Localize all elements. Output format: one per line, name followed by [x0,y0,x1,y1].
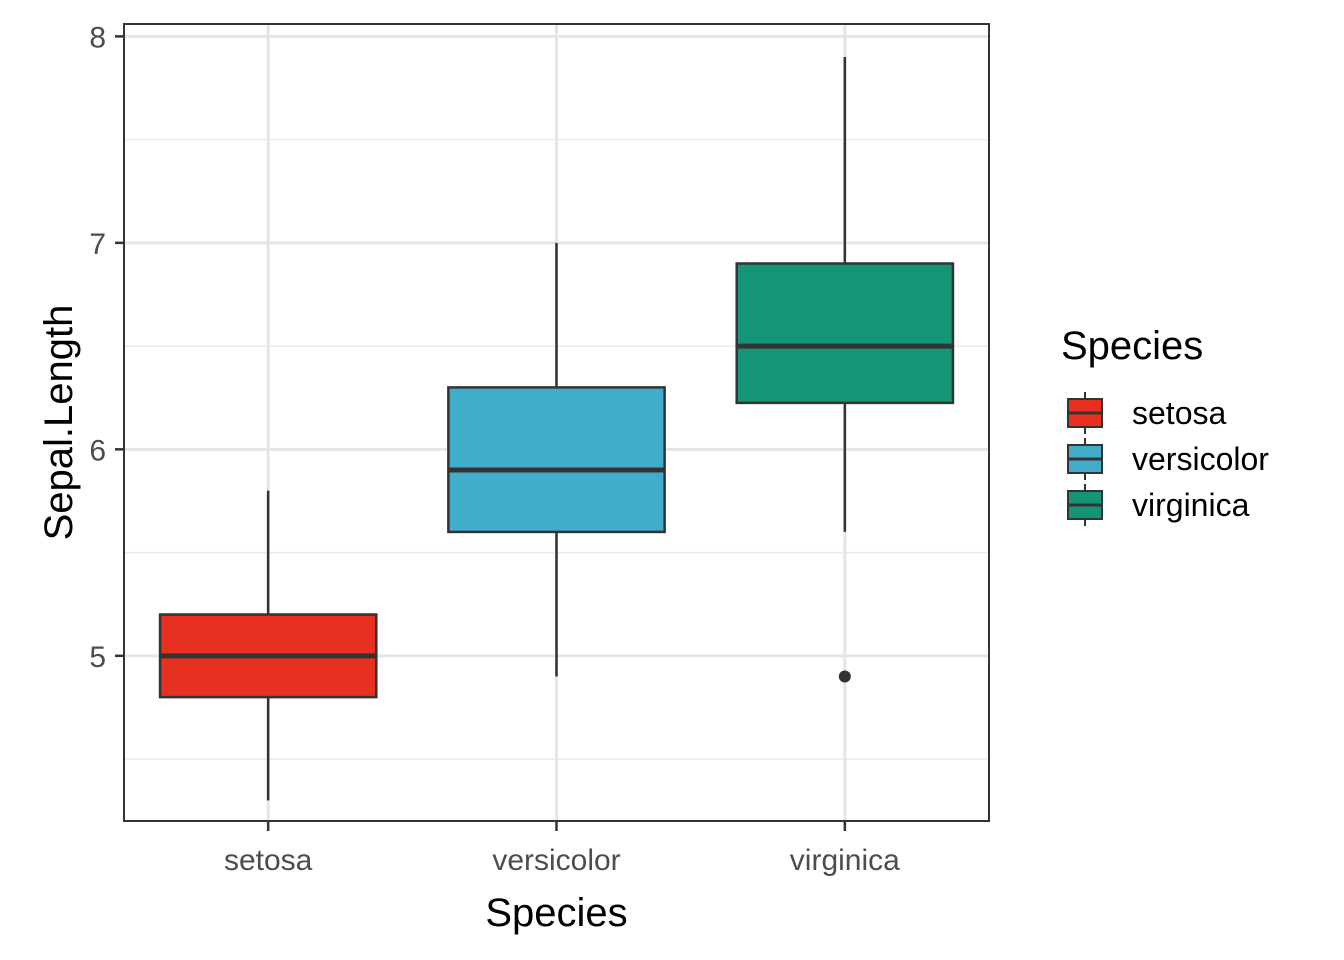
x-axis-title: Species [485,891,627,935]
boxes [158,57,955,801]
legend-label: virginica [1132,487,1250,523]
y-tick-label: 6 [89,434,106,467]
legend-label: versicolor [1132,441,1269,477]
legend: Species setosa versicolor virginica [1061,324,1269,526]
x-tick-label: versicolor [492,844,620,877]
legend-item-setosa: setosa [1067,392,1226,434]
legend-label: setosa [1132,395,1226,431]
x-tick-label: virginica [790,844,900,877]
axes: 5 6 7 8 setosa versicolor virginica [89,21,900,877]
legend-items: setosa versicolor virginica [1067,392,1269,526]
x-tick-label: setosa [224,844,313,877]
y-tick-label: 5 [89,641,106,674]
box-iqr [735,262,955,405]
legend-item-versicolor: versicolor [1067,438,1269,480]
legend-item-virginica: virginica [1067,484,1250,526]
box-virginica [735,57,955,683]
box-setosa [158,490,378,801]
box-iqr [447,386,666,534]
legend-title: Species [1061,324,1203,368]
box-versicolor [447,242,666,677]
outlier-point [838,670,851,683]
y-tick-label: 8 [89,21,106,54]
y-axis-title: Sepal.Length [37,305,81,541]
y-tick-label: 7 [89,228,106,261]
